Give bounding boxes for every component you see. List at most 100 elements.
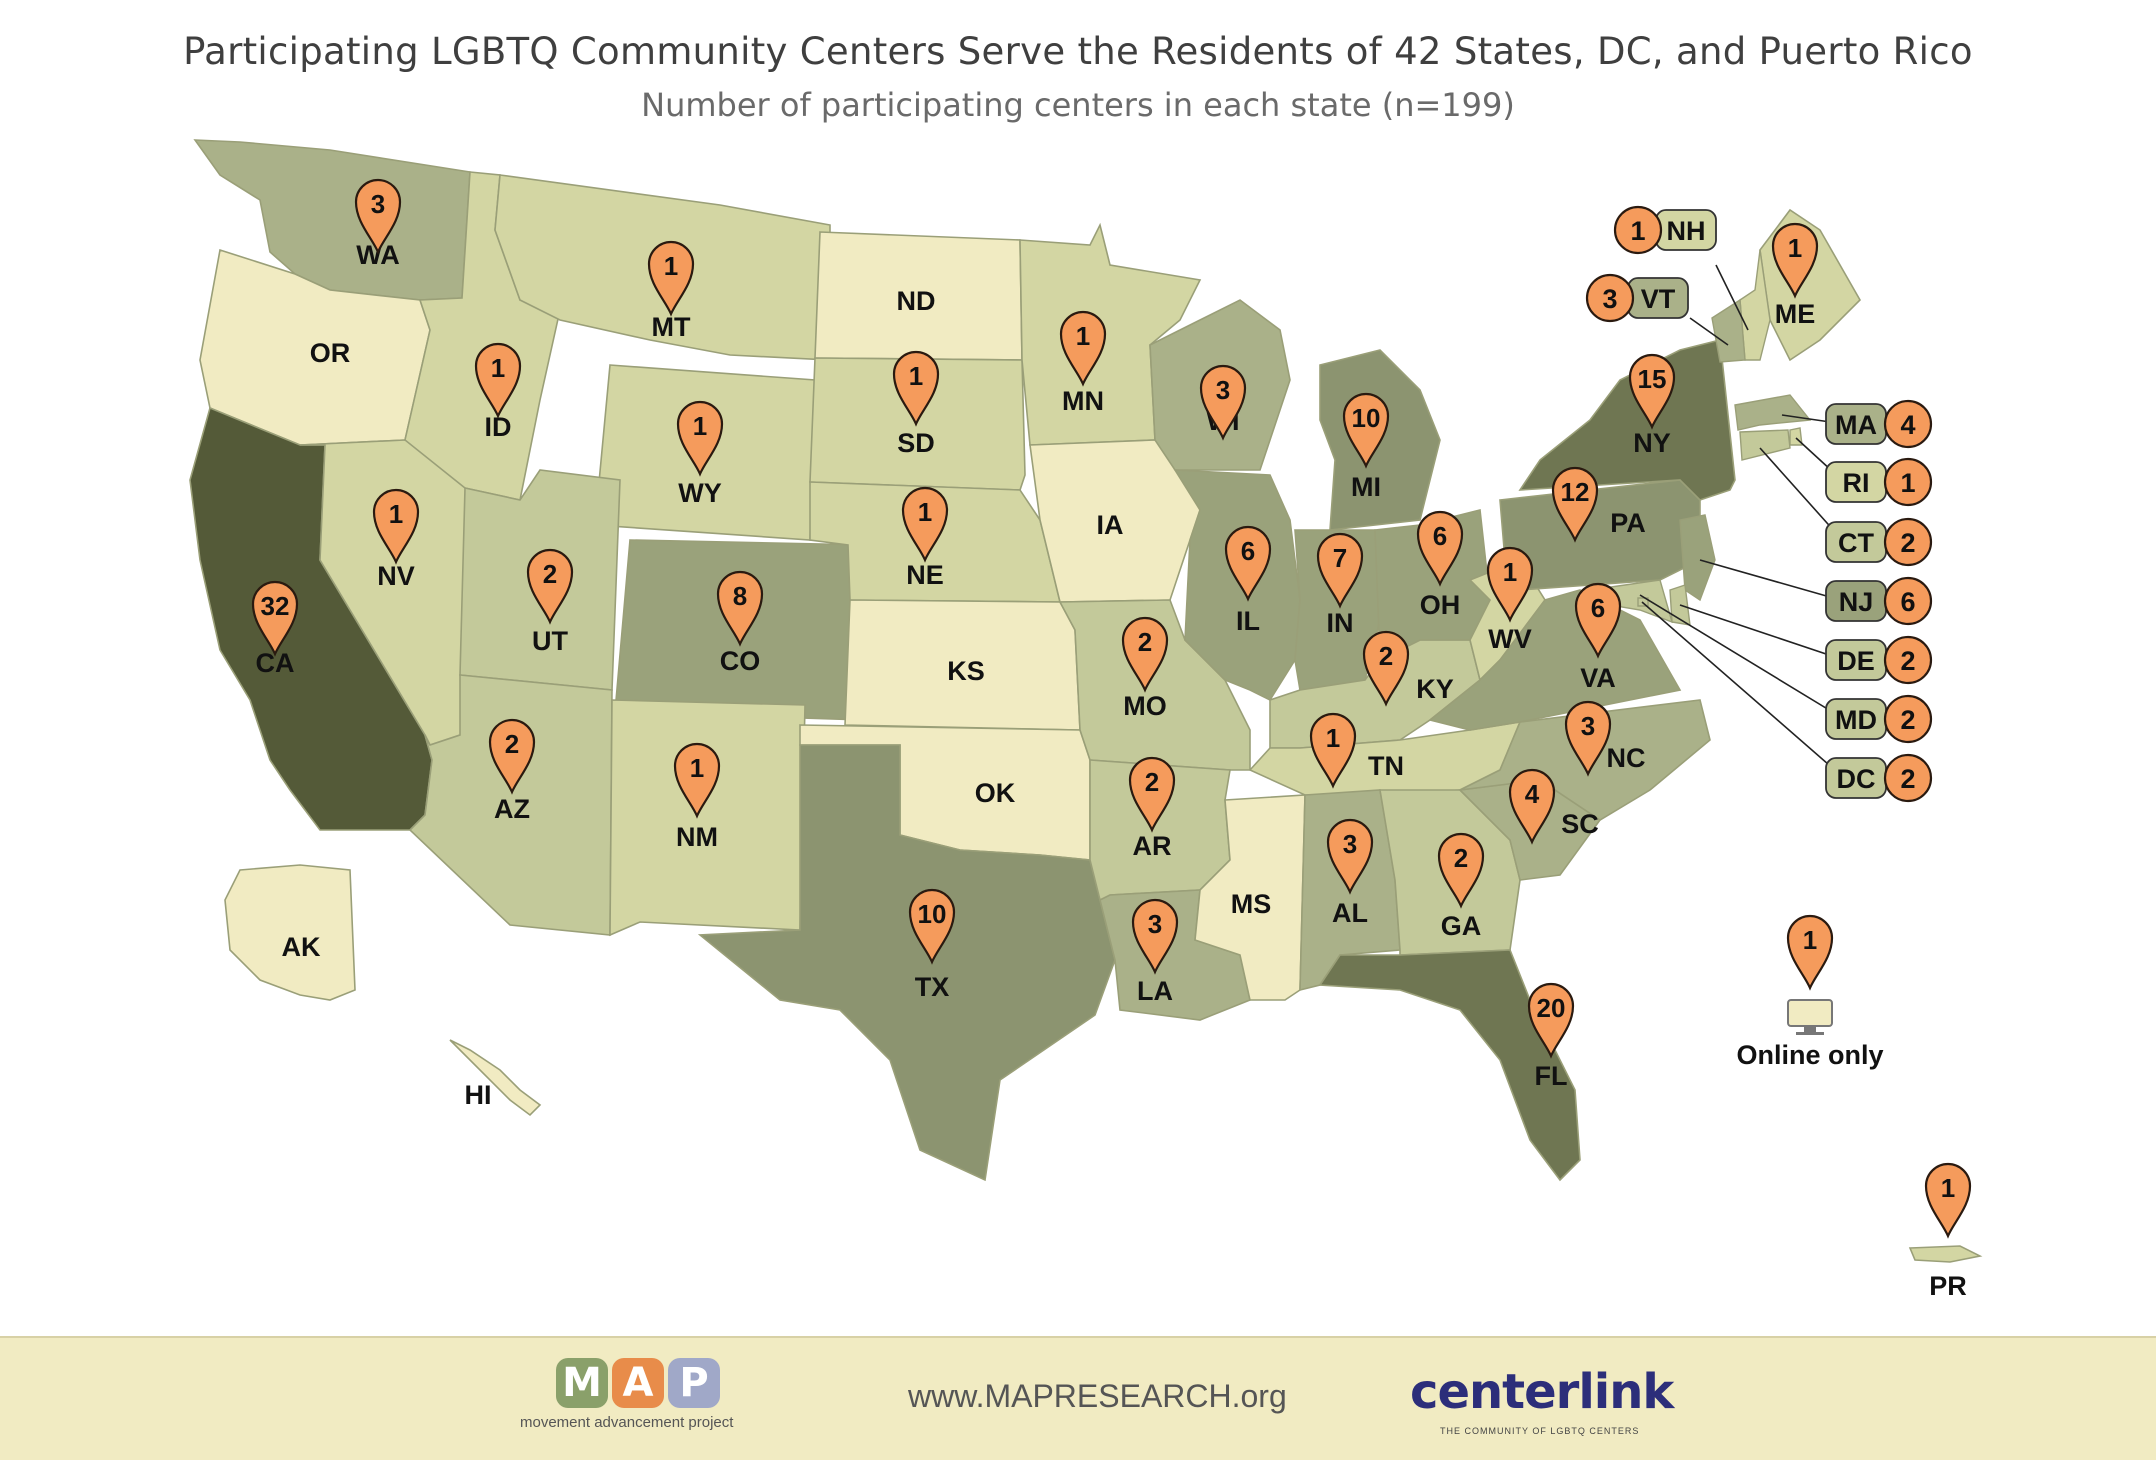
- pin-count: 1: [1803, 925, 1817, 955]
- callout-badge: [1883, 694, 1933, 744]
- state-tx[interactable]: [697, 744, 1116, 1182]
- pin-count: 6: [1591, 593, 1605, 623]
- centerlink-logo[interactable]: centerlink: [1410, 1364, 1674, 1420]
- pin-al[interactable]: 3: [1326, 818, 1374, 895]
- pin-ga[interactable]: 2: [1437, 832, 1485, 909]
- state-nm[interactable]: [609, 699, 806, 937]
- pin-ny[interactable]: 15: [1628, 353, 1676, 430]
- pin-tn[interactable]: 1: [1309, 712, 1357, 789]
- state-label-wy: WY: [678, 478, 722, 508]
- callout-md[interactable]: MD 2: [1825, 694, 1933, 744]
- state-label-me: ME: [1775, 299, 1816, 329]
- pin-il[interactable]: 6: [1224, 525, 1272, 602]
- map-logo[interactable]: M A P movement advancement project: [520, 1358, 766, 1432]
- pin-mi[interactable]: 10: [1342, 392, 1390, 469]
- pin-wa[interactable]: 3: [354, 178, 402, 255]
- pin-count: 1: [918, 497, 932, 527]
- pin-va[interactable]: 6: [1574, 582, 1622, 659]
- map-subtitle: Number of participating centers in each …: [641, 86, 1515, 124]
- callout-badge: [1883, 635, 1933, 685]
- pin-ut[interactable]: 2: [526, 548, 574, 625]
- pin-nc[interactable]: 3: [1564, 700, 1612, 777]
- leader-de: [1679, 604, 1845, 661]
- callout-ct[interactable]: CT 2: [1825, 517, 1933, 567]
- leader-dc: [1641, 601, 1845, 779]
- callout-count: 2: [1900, 705, 1915, 735]
- state-label-ms: MS: [1231, 889, 1272, 919]
- state-label-oh: OH: [1420, 590, 1461, 620]
- state-label-tx: TX: [915, 972, 950, 1002]
- state-hi[interactable]: [449, 1039, 542, 1117]
- callout-badge: [1883, 399, 1933, 449]
- pin-ar[interactable]: 2: [1128, 756, 1176, 833]
- state-mn[interactable]: [1019, 222, 1202, 446]
- callout-badge: [1883, 576, 1933, 626]
- pin-in[interactable]: 7: [1316, 532, 1364, 609]
- pin-ne[interactable]: 1: [901, 486, 949, 563]
- callout-label: NJ: [1839, 587, 1874, 617]
- pin-ky[interactable]: 2: [1362, 630, 1410, 707]
- callout-vt[interactable]: VT 3: [1585, 273, 1689, 323]
- pin-me[interactable]: 1: [1771, 222, 1819, 299]
- pin-count: 3: [1148, 909, 1162, 939]
- callout-ri[interactable]: RI 1: [1825, 457, 1933, 507]
- pin-az[interactable]: 2: [488, 718, 536, 795]
- pin-nv[interactable]: 1: [372, 488, 420, 565]
- pin-count: 1: [491, 353, 505, 383]
- callout-ma[interactable]: MA 4: [1825, 399, 1933, 449]
- state-sd[interactable]: [809, 357, 1026, 491]
- state-pr[interactable]: [1908, 1245, 1983, 1263]
- pin-fl[interactable]: 20: [1527, 982, 1575, 1059]
- callout-nj[interactable]: NJ 6: [1825, 576, 1933, 626]
- state-ma[interactable]: [1734, 394, 1812, 431]
- pin-mn[interactable]: 1: [1059, 310, 1107, 387]
- pin-count: 12: [1561, 477, 1590, 507]
- state-ct[interactable]: [1739, 429, 1791, 461]
- pin-count: 3: [1216, 375, 1230, 405]
- pin-mo[interactable]: 2: [1121, 616, 1169, 693]
- pin-ca[interactable]: 32: [251, 580, 299, 657]
- callout-label: MA: [1835, 410, 1877, 440]
- callout-de[interactable]: DE 2: [1825, 635, 1933, 685]
- callout-count: 2: [1900, 528, 1915, 558]
- state-label-fl: FL: [1535, 1061, 1568, 1091]
- state-label-or: OR: [310, 338, 351, 368]
- state-ak[interactable]: [224, 864, 356, 1001]
- pin-la[interactable]: 3: [1131, 898, 1179, 975]
- pin-wi[interactable]: 3: [1199, 364, 1247, 441]
- pin-pr[interactable]: 1: [1924, 1162, 1972, 1239]
- pin-count: 2: [1138, 627, 1152, 657]
- state-ny[interactable]: [1518, 339, 1736, 501]
- callout-nh[interactable]: NH 1: [1613, 205, 1717, 255]
- website-link[interactable]: www.MAPRESEARCH.org: [908, 1378, 1287, 1414]
- state-va[interactable]: [1428, 589, 1682, 731]
- pin-sd[interactable]: 1: [892, 350, 940, 427]
- state-fl[interactable]: [1318, 949, 1581, 1182]
- state-label-ar: AR: [1133, 831, 1172, 861]
- pin-mt[interactable]: 1: [647, 240, 695, 317]
- callout-dc[interactable]: DC 2: [1825, 753, 1933, 803]
- pin-sc[interactable]: 4: [1508, 768, 1556, 845]
- pin-pa[interactable]: 12: [1551, 466, 1599, 543]
- callout-count: 3: [1602, 284, 1617, 314]
- state-vt[interactable]: [1711, 298, 1746, 363]
- state-label-la: LA: [1137, 976, 1173, 1006]
- leader-nj: [1699, 559, 1845, 602]
- state-label-nc: NC: [1607, 743, 1646, 773]
- callout-label: MD: [1835, 705, 1877, 735]
- pin-id[interactable]: 1: [474, 342, 522, 419]
- callout-badge: [1883, 457, 1933, 507]
- pin-wv[interactable]: 1: [1486, 546, 1534, 623]
- pin-online[interactable]: 1: [1786, 914, 1834, 991]
- callout-count: 1: [1630, 216, 1645, 246]
- pin-count: 1: [693, 411, 707, 441]
- pin-co[interactable]: 8: [716, 570, 764, 647]
- pin-oh[interactable]: 6: [1416, 510, 1464, 587]
- state-nj[interactable]: [1679, 514, 1716, 602]
- state-label-pa: PA: [1610, 508, 1646, 538]
- pin-nm[interactable]: 1: [673, 742, 721, 819]
- pin-wy[interactable]: 1: [676, 400, 724, 477]
- pin-count: 20: [1537, 993, 1566, 1023]
- state-il[interactable]: [1173, 469, 1301, 702]
- pin-tx[interactable]: 10: [908, 888, 956, 965]
